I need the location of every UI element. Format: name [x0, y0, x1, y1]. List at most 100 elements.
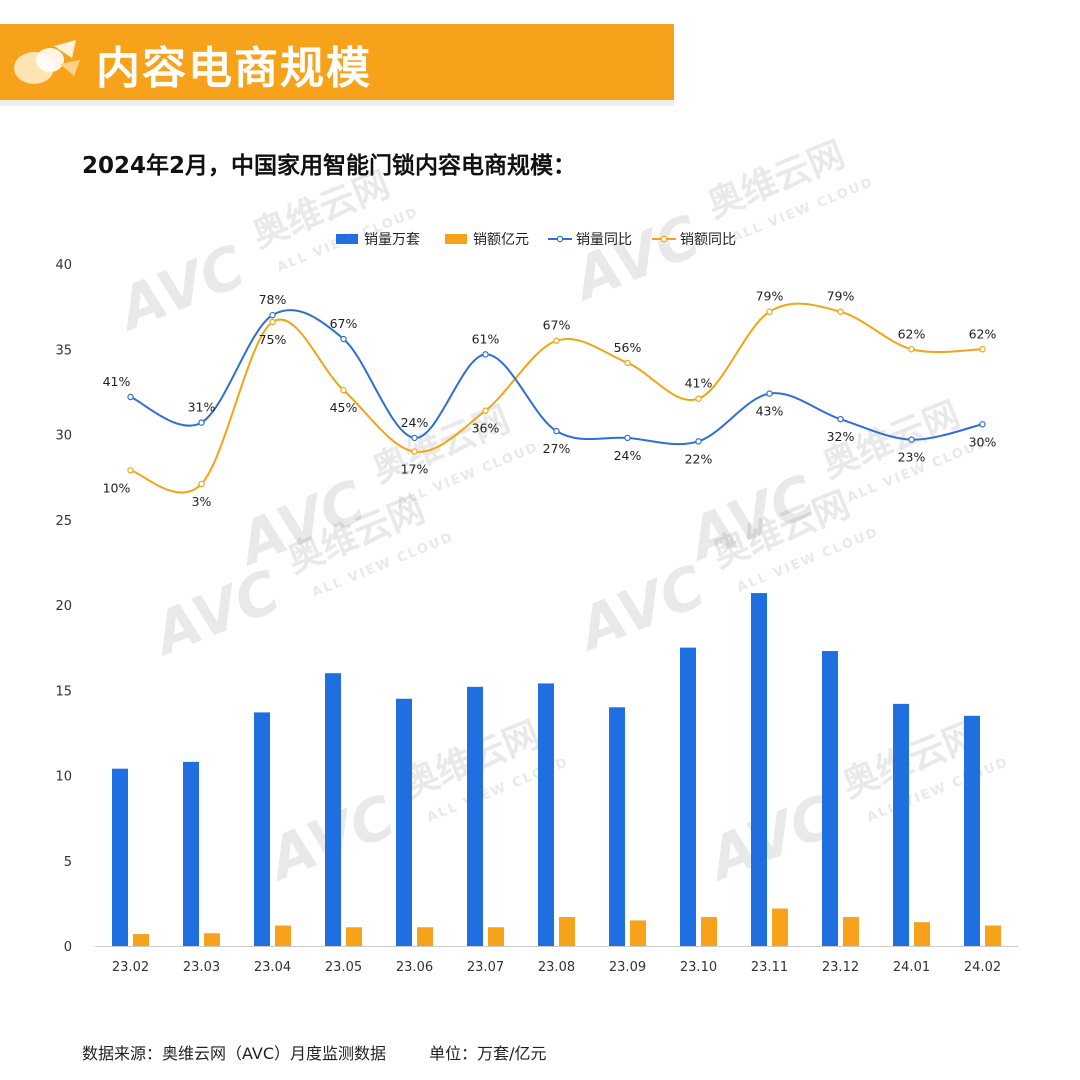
x-tick-label: 23.10	[680, 960, 717, 975]
section-banner: 内容电商规模	[0, 24, 674, 100]
footer: 数据来源：奥维云网（AVC）月度监测数据 单位：万套/亿元	[82, 1040, 547, 1064]
volume-yoy-point	[411, 434, 418, 442]
x-tick-label: 23.04	[254, 960, 291, 975]
bar-sales	[275, 925, 291, 946]
sales-yoy-point	[624, 359, 631, 367]
y-tick-label: 40	[55, 258, 72, 273]
x-tick-label: 23.11	[751, 960, 788, 975]
bar-sales	[630, 920, 646, 946]
sales-yoy-label: 17%	[401, 462, 429, 477]
volume-yoy-point	[127, 393, 134, 401]
watermark-logo: AVC	[566, 552, 714, 665]
legend-marker	[660, 235, 668, 243]
sales-yoy-label: 56%	[614, 340, 642, 355]
bar-volume	[467, 686, 483, 946]
sales-yoy-label: 3%	[192, 494, 212, 509]
x-tick-label: 23.12	[822, 960, 859, 975]
legend-swatch	[445, 234, 467, 244]
sales-yoy-point	[766, 308, 773, 315]
y-tick-label: 5	[64, 855, 72, 870]
volume-yoy-point	[482, 351, 489, 358]
bar-volume	[254, 712, 270, 946]
sales-yoy-point	[908, 346, 915, 353]
volume-yoy-label: 22%	[685, 451, 713, 466]
x-tick-label: 23.09	[609, 960, 646, 975]
bar-sales	[204, 933, 220, 946]
sales-yoy-label: 62%	[969, 326, 997, 341]
legend-label: 销额亿元	[473, 232, 529, 248]
volume-yoy-label: 24%	[401, 415, 429, 430]
watermark-logo: AVC	[106, 232, 254, 345]
bar-sales	[346, 927, 362, 946]
volume-yoy-label: 30%	[969, 434, 997, 449]
bar-volume	[751, 593, 767, 946]
source-note: 数据来源：奥维云网（AVC）月度监测数据	[82, 1044, 387, 1063]
volume-yoy-point	[979, 421, 986, 428]
legend: 销量万套 销额亿元 销量同比 销额同比	[336, 232, 736, 248]
volume-yoy-line	[130, 309, 983, 446]
legend-label: 销量万套	[364, 232, 420, 248]
unit-note: 单位：万套/亿元	[429, 1044, 547, 1063]
legend-label: 销量同比	[576, 232, 632, 248]
y-tick-label: 30	[55, 429, 72, 444]
bar-volume	[538, 683, 554, 946]
volume-yoy-label: 61%	[472, 331, 500, 346]
legend-label: 销额同比	[680, 232, 736, 248]
volume-yoy-point	[837, 415, 844, 423]
y-tick-label: 20	[55, 599, 72, 614]
sales-yoy-point	[411, 448, 418, 455]
bar-volume	[893, 703, 909, 946]
bar-series	[112, 593, 1001, 946]
sales-yoy-point	[553, 337, 560, 344]
bar-sales	[772, 908, 788, 946]
volume-yoy-label: 23%	[898, 450, 926, 465]
volume-yoy-label: 32%	[827, 429, 855, 444]
sales-yoy-label: 75%	[259, 332, 287, 347]
x-tick-label: 24.02	[964, 960, 1001, 975]
sales-yoy-label: 62%	[898, 326, 926, 341]
y-tick-label: 35	[55, 343, 72, 358]
volume-yoy-point	[198, 419, 205, 426]
bar-volume	[396, 698, 412, 946]
bar-sales	[985, 925, 1001, 946]
sales-yoy-label: 10%	[103, 480, 131, 495]
volume-yoy-point	[340, 335, 347, 343]
sales-yoy-point	[695, 395, 702, 402]
bar-sales	[559, 917, 575, 946]
sales-yoy-point	[340, 386, 347, 394]
sales-yoy-point	[979, 346, 986, 353]
x-tick-label: 24.01	[893, 960, 930, 975]
logo-icon	[14, 40, 80, 84]
sales-yoy-label: 41%	[685, 376, 713, 391]
volume-yoy-point	[624, 434, 631, 442]
volume-yoy-label: 31%	[188, 400, 216, 415]
bar-volume	[183, 761, 199, 946]
bar-sales	[417, 927, 433, 946]
volume-yoy-label: 24%	[614, 448, 642, 463]
x-tick-label: 23.06	[396, 960, 433, 975]
volume-yoy-label: 27%	[543, 441, 571, 456]
line-series	[127, 302, 986, 494]
sales-yoy-point	[269, 318, 276, 326]
x-axis: 23.02 23.03 23.04 23.05 23.06 23.07 23.08 23.09…	[95, 946, 1018, 975]
sales-yoy-line	[130, 302, 983, 494]
sales-yoy-point	[482, 407, 489, 414]
volume-yoy-label: 43%	[756, 404, 784, 419]
legend-marker	[556, 235, 564, 243]
watermark-logo: AVC	[561, 202, 709, 315]
x-tick-label: 23.03	[183, 960, 220, 975]
watermark-logo: AVC	[141, 557, 289, 670]
volume-yoy-point	[269, 311, 276, 319]
sales-yoy-label: 79%	[756, 289, 784, 304]
bar-volume	[680, 647, 696, 946]
y-tick-label: 0	[64, 940, 72, 955]
sales-yoy-label: 36%	[472, 421, 500, 436]
sales-yoy-label: 79%	[827, 289, 855, 304]
volume-yoy-label: 78%	[259, 292, 287, 307]
sales-yoy-label: 67%	[543, 318, 571, 333]
bar-sales	[488, 927, 504, 946]
bar-sales	[133, 934, 149, 946]
sales-yoy-point	[837, 308, 844, 315]
